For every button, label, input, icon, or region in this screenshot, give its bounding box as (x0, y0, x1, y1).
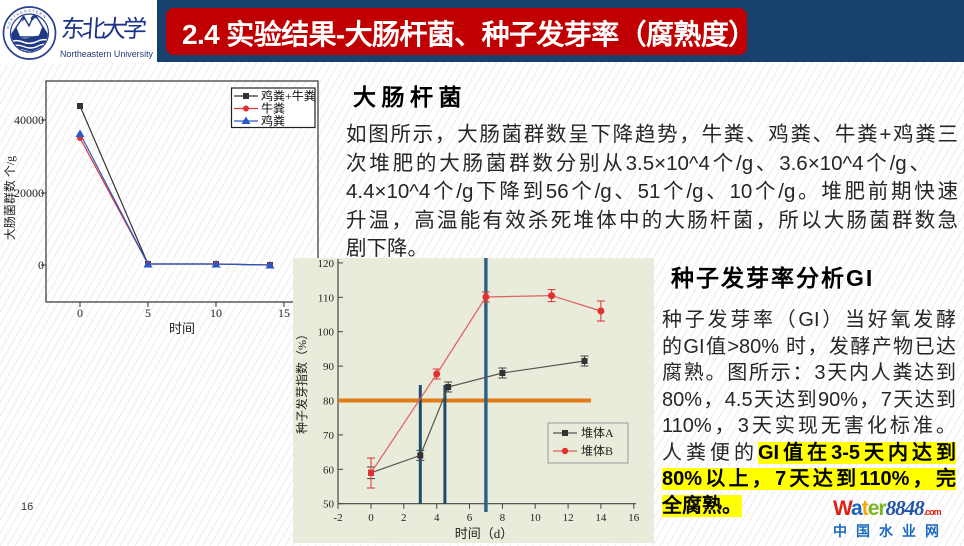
svg-text:堆体A: 堆体A (581, 426, 614, 440)
svg-text:-2: -2 (333, 512, 342, 524)
svg-text:东北大学: 东北大学 (60, 16, 148, 43)
svg-text:5: 5 (145, 306, 151, 320)
svg-text:8: 8 (500, 512, 506, 524)
svg-text:6: 6 (467, 512, 473, 524)
svg-text:4: 4 (434, 512, 440, 524)
svg-text:110: 110 (318, 292, 335, 304)
svg-text:12: 12 (563, 512, 574, 524)
svg-text:20000: 20000 (14, 186, 44, 200)
svg-text:14: 14 (595, 512, 607, 524)
svg-text:牛粪: 牛粪 (261, 101, 285, 116)
svg-text:时间（d）: 时间（d） (455, 526, 514, 541)
svg-text:90: 90 (323, 361, 335, 373)
svg-text:16: 16 (628, 512, 640, 524)
svg-text:10: 10 (210, 306, 222, 320)
svg-text:10: 10 (530, 512, 542, 524)
svg-text:种子发芽指数（%）: 种子发芽指数（%） (294, 328, 309, 434)
svg-text:堆体B: 堆体B (581, 444, 613, 458)
svg-text:Northeastern University: Northeastern University (60, 49, 153, 59)
svg-text:0: 0 (77, 306, 83, 320)
svg-text:2: 2 (401, 512, 407, 524)
svg-text:70: 70 (323, 430, 335, 442)
svg-text:80: 80 (323, 396, 335, 408)
svg-text:60: 60 (323, 464, 335, 476)
svg-text:1923: 1923 (18, 47, 34, 54)
svg-text:50: 50 (323, 499, 335, 511)
svg-text:40000: 40000 (14, 113, 44, 127)
svg-text:时间: 时间 (169, 321, 195, 336)
svg-text:鸡粪: 鸡粪 (261, 113, 285, 128)
svg-text:0: 0 (368, 512, 374, 524)
svg-text:120: 120 (318, 258, 335, 270)
svg-text:0: 0 (38, 258, 44, 272)
svg-text:15: 15 (278, 306, 290, 320)
svg-text:100: 100 (318, 327, 335, 339)
svg-text:鸡粪+牛粪: 鸡粪+牛粪 (261, 88, 316, 103)
svg-text:大肠菌群数 个/g: 大肠菌群数 个/g (2, 156, 17, 240)
